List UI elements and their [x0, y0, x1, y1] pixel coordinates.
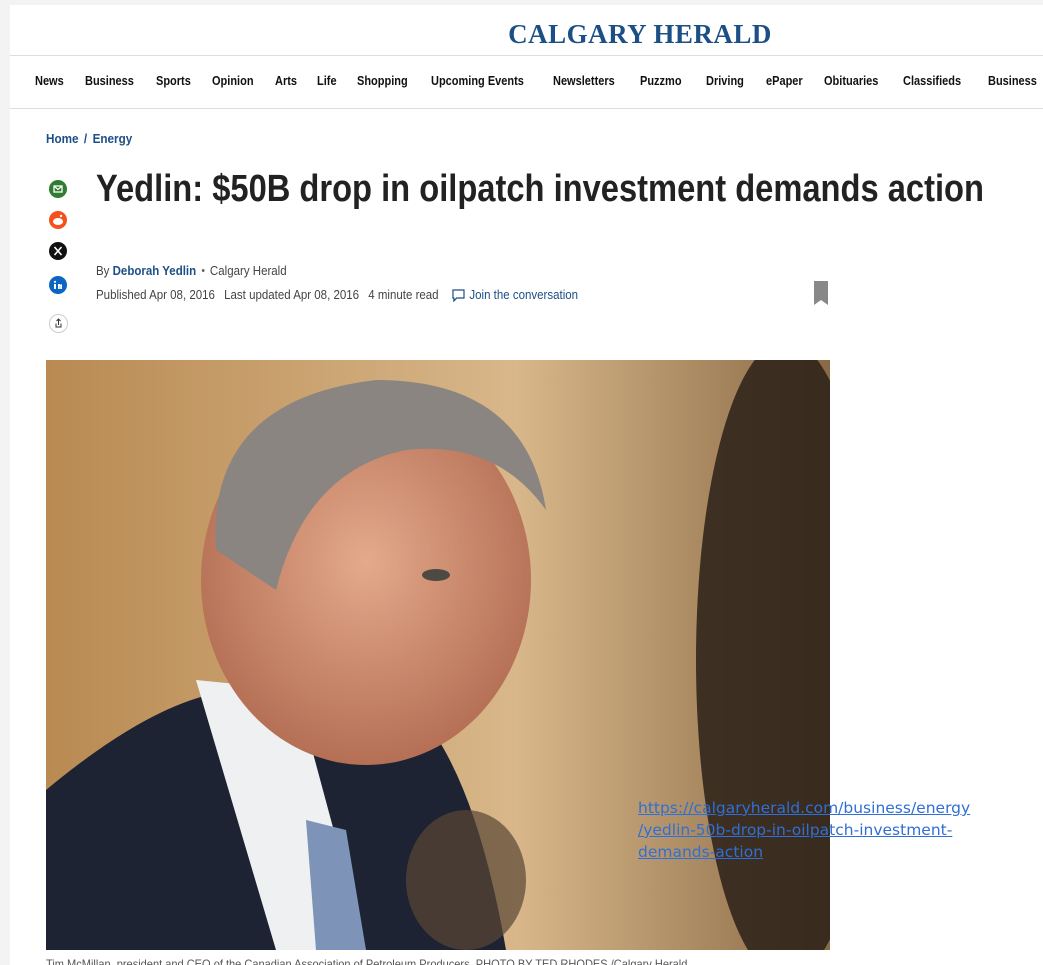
headline: Yedlin: $50B drop in oilpatch investment…: [96, 168, 984, 210]
photo-hair: [215, 380, 546, 590]
published-date: Published Apr 08, 2016: [96, 288, 215, 302]
nav-item[interactable]: Obituaries: [824, 74, 879, 88]
photo-blur: [406, 810, 526, 950]
nav-item[interactable]: Driving: [706, 74, 744, 88]
photo-eye: [422, 569, 450, 581]
icon: [53, 246, 63, 256]
nav-item[interactable]: Sports: [156, 74, 191, 88]
url-line[interactable]: /yedlin-50b-drop-in-oilpatch-investment-: [638, 821, 953, 839]
icon: [53, 280, 62, 289]
article-photo: [46, 360, 830, 950]
divider: [10, 55, 1043, 56]
url-line[interactable]: https://calgaryherald.com/business/energ…: [638, 799, 971, 817]
url-overlay[interactable]: https://calgaryherald.com/business/energ…: [638, 797, 970, 863]
updated-date: Last updated Apr 08, 2016: [224, 288, 360, 302]
nav-item[interactable]: Upcoming Events: [431, 74, 524, 88]
outlet: Calgary Herald: [209, 264, 287, 278]
breadcrumb-section[interactable]: Energy: [92, 131, 133, 146]
icon: [53, 185, 63, 193]
nav-item[interactable]: Business: [85, 74, 134, 88]
nav-item[interactable]: Puzzmo: [640, 74, 682, 88]
comments-link[interactable]: Join the conversation: [469, 288, 579, 302]
browser-frame: CALGARY HERALD News Business Sports Opinion…: [10, 5, 1043, 965]
logo[interactable]: CALGARY HERALD: [508, 19, 772, 49]
divider: [10, 108, 1043, 109]
article-meta: Published Apr 08, 2016 Last updated Apr 0…: [96, 288, 587, 303]
breadcrumb-home[interactable]: Home: [46, 131, 79, 146]
nav-item[interactable]: ePaper: [766, 74, 803, 88]
nav-item[interactable]: Arts: [275, 74, 298, 88]
share-linkedin[interactable]: [49, 276, 67, 294]
nav-item[interactable]: Opinion: [212, 74, 254, 88]
url-line[interactable]: demands-action: [638, 843, 764, 861]
byline-prefix: By: [96, 264, 110, 278]
nav-item[interactable]: Business: [988, 74, 1037, 88]
breadcrumb-separator: /: [83, 131, 88, 146]
icon: [55, 318, 62, 328]
share-email[interactable]: [49, 180, 67, 198]
photo-caption: Tim McMillan, president and CEO of the C…: [46, 957, 688, 965]
nav-item[interactable]: Shopping: [357, 74, 408, 88]
nav-item[interactable]: Classifieds: [903, 74, 962, 88]
nav-item[interactable]: Newsletters: [553, 74, 615, 88]
read-time: 4 minute read: [368, 288, 439, 302]
bookmark-button[interactable]: [813, 281, 829, 305]
breadcrumb: Home / Energy: [46, 131, 138, 146]
share-reddit[interactable]: [49, 211, 67, 229]
share-more[interactable]: [49, 314, 68, 333]
byline: By Deborah Yedlin Calgary Herald: [96, 264, 287, 278]
photo-tie: [306, 820, 366, 950]
icon: [53, 214, 63, 225]
author[interactable]: Deborah Yedlin: [112, 264, 197, 278]
photo-blur: [696, 360, 830, 950]
nav-item[interactable]: Life: [317, 74, 337, 88]
separator-dot: [201, 269, 205, 272]
nav-item[interactable]: News: [35, 74, 64, 88]
comment-icon: [452, 289, 465, 303]
share-x[interactable]: [49, 242, 67, 260]
